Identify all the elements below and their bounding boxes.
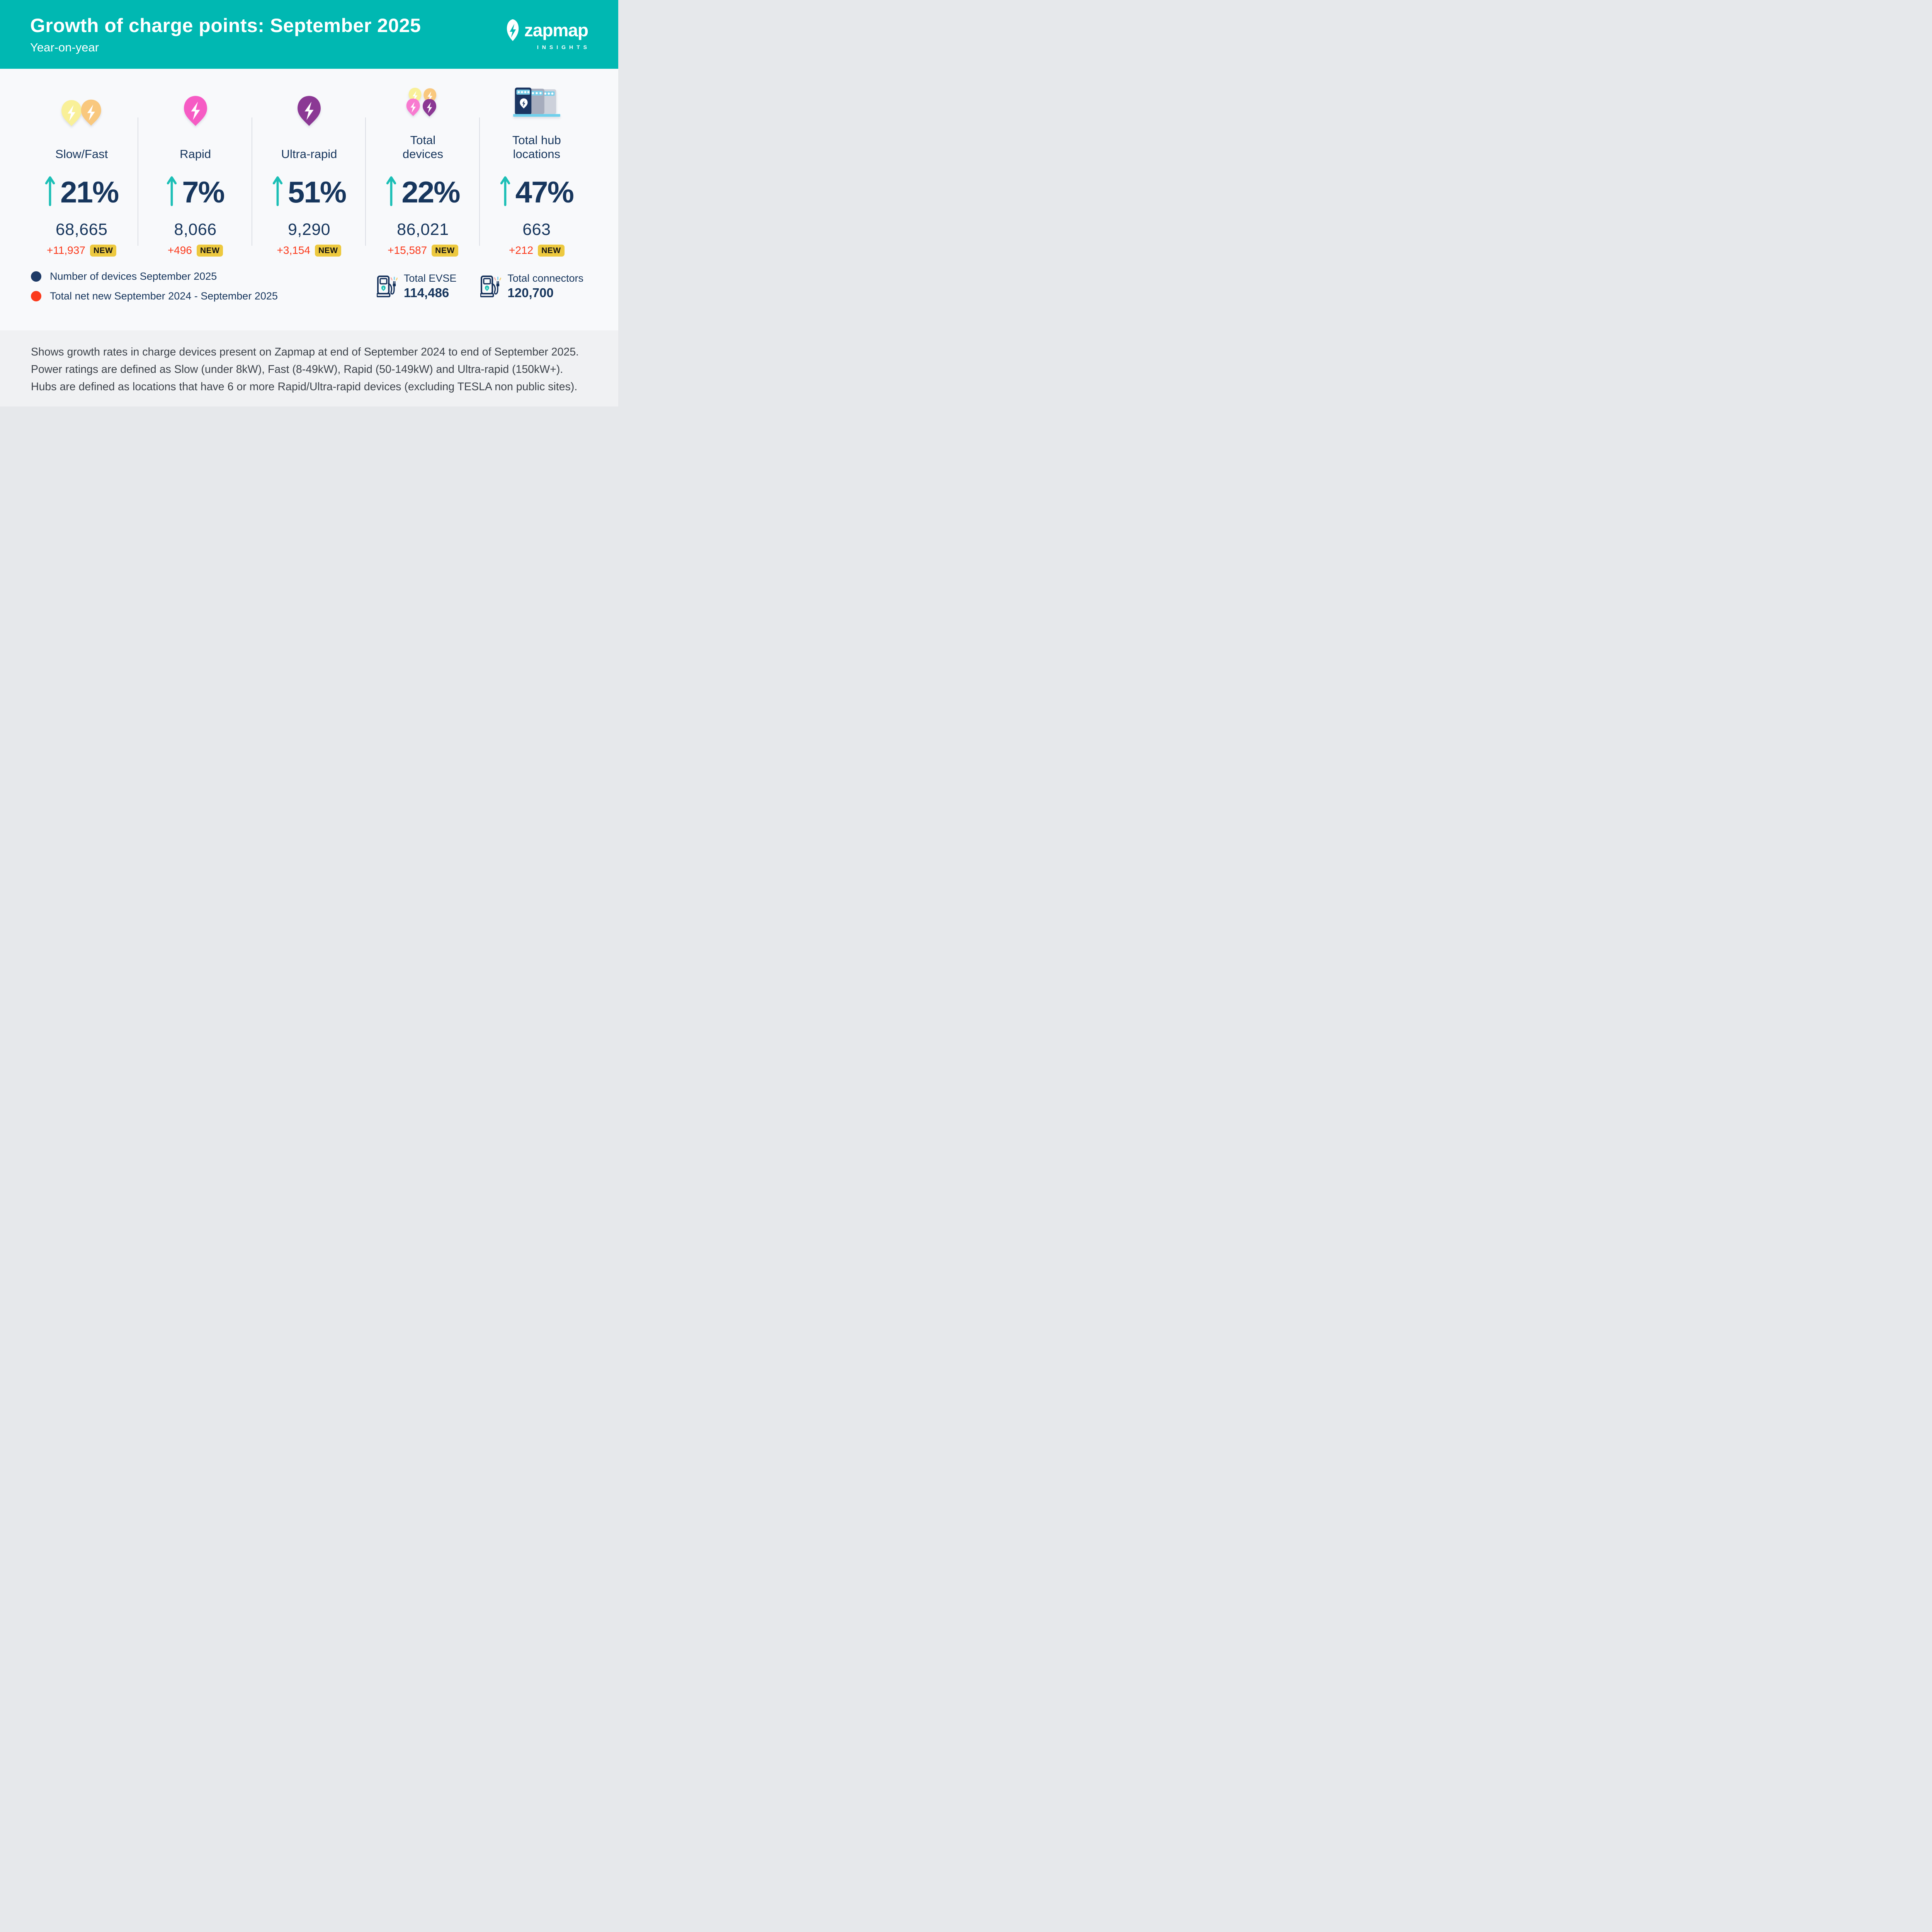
zapmap-growth-infographic: Growth of charge points: September 2025 … xyxy=(0,0,618,406)
devices-count: 86,021 xyxy=(397,220,449,239)
growth-percent: 7% xyxy=(182,175,225,209)
stats-columns: Slow/Fast 21% 68,665 +11,937 NEW xyxy=(25,69,594,257)
total-evse-text: Total EVSE 114,486 xyxy=(404,272,457,300)
up-arrow-icon xyxy=(167,176,177,206)
growth-percent: 21% xyxy=(60,175,119,209)
up-arrow-icon xyxy=(500,176,510,206)
net-new-value: +3,154 xyxy=(277,244,310,256)
growth-percent: 47% xyxy=(515,175,574,209)
growth-percent: 22% xyxy=(401,175,460,209)
legend-totals-section: Number of devices September 2025 Total n… xyxy=(31,270,587,302)
total-connectors-text: Total connectors 120,700 xyxy=(507,272,583,300)
total-evse: Total EVSE 114,486 xyxy=(376,272,457,300)
column-label: Total hub locations xyxy=(512,133,561,161)
brand-row: zapmap xyxy=(505,19,588,41)
growth-row: 7% xyxy=(167,172,225,209)
column-label: Slow/Fast xyxy=(55,147,108,161)
charging-hub-icon xyxy=(513,87,560,127)
slow-fast-pins-icon xyxy=(60,89,103,127)
rapid-pin-icon xyxy=(182,89,209,127)
total-value: 114,486 xyxy=(403,286,449,300)
legend-item-net-new: Total net new September 2024 - September… xyxy=(31,290,278,302)
column-label: Total devices xyxy=(402,133,443,161)
column-ultra-rapid: Ultra-rapid 51% 9,290 +3,154 NEW xyxy=(252,89,366,257)
page-title: Growth of charge points: September 2025 xyxy=(30,15,421,36)
column-rapid: Rapid 7% 8,066 +496 NEW xyxy=(138,89,253,257)
devices-count: 9,290 xyxy=(287,220,331,239)
devices-count: 68,665 xyxy=(55,220,108,239)
up-arrow-icon xyxy=(45,176,55,206)
total-value: 120,700 xyxy=(507,286,554,300)
new-badge: NEW xyxy=(315,244,342,257)
net-new-value: +496 xyxy=(167,244,192,256)
footnotes: Shows growth rates in charge devices pre… xyxy=(0,330,618,406)
net-new-value: +11,937 xyxy=(46,244,85,256)
device-pins-cluster-icon xyxy=(402,88,444,127)
footnote-line: Power ratings are defined as Slow (under… xyxy=(31,363,563,376)
legend-label: Total net new September 2024 - September… xyxy=(50,290,278,302)
total-label: Total connectors xyxy=(507,272,583,284)
column-slow-fast: Slow/Fast 21% 68,665 +11,937 NEW xyxy=(25,89,139,257)
page-subtitle: Year-on-year xyxy=(30,41,99,54)
totals: Total EVSE 114,486 xyxy=(376,272,583,300)
devices-count: 8,066 xyxy=(174,220,217,239)
ev-charger-icon xyxy=(376,276,398,298)
column-label: Ultra-rapid xyxy=(281,147,337,161)
footnote-line: Hubs are defined as locations that have … xyxy=(31,381,578,393)
new-badge: NEW xyxy=(432,244,458,257)
net-new-value: +15,587 xyxy=(388,244,427,256)
ultra-rapid-pin-icon xyxy=(296,89,322,127)
header-text: Growth of charge points: September 2025 … xyxy=(30,14,421,54)
brand-tagline: INSIGHTS xyxy=(537,44,590,50)
devices-count: 663 xyxy=(522,220,551,239)
net-new-value: +212 xyxy=(509,244,534,256)
column-total-hub-locations: Total hub locations 47% 663 +212 NEW xyxy=(480,87,594,257)
net-new-row: +15,587 NEW xyxy=(388,244,458,257)
up-arrow-icon xyxy=(386,176,396,206)
total-connectors: Total connectors 120,700 xyxy=(480,272,583,300)
main-content: Slow/Fast 21% 68,665 +11,937 NEW xyxy=(0,69,618,330)
growth-row: 47% xyxy=(500,172,574,209)
growth-percent: 51% xyxy=(287,175,347,209)
up-arrow-icon xyxy=(272,176,283,206)
legend: Number of devices September 2025 Total n… xyxy=(31,270,278,302)
navy-dot-icon xyxy=(31,271,41,282)
growth-row: 22% xyxy=(386,172,460,209)
new-badge: NEW xyxy=(90,244,117,257)
total-label: Total EVSE xyxy=(403,272,457,284)
net-new-row: +496 NEW xyxy=(168,244,223,257)
red-dot-icon xyxy=(31,291,41,301)
new-badge: NEW xyxy=(538,244,565,257)
column-total-devices: Total devices 22% 86,021 +15,587 NEW xyxy=(366,88,480,257)
net-new-row: +11,937 NEW xyxy=(46,244,117,257)
growth-row: 21% xyxy=(45,172,119,209)
header: Growth of charge points: September 2025 … xyxy=(0,0,618,69)
column-label: Rapid xyxy=(180,147,211,161)
ev-charger-icon xyxy=(480,276,502,298)
footnote-line: Shows growth rates in charge devices pre… xyxy=(31,346,579,358)
new-badge: NEW xyxy=(196,244,223,257)
brand-name: zapmap xyxy=(524,20,588,40)
legend-label: Number of devices September 2025 xyxy=(50,270,217,282)
brand-logo: zapmap INSIGHTS xyxy=(505,19,588,50)
net-new-row: +3,154 NEW xyxy=(277,244,342,257)
legend-item-devices: Number of devices September 2025 xyxy=(31,270,278,282)
growth-row: 51% xyxy=(272,172,347,209)
zapmap-bolt-icon xyxy=(507,19,519,41)
net-new-row: +212 NEW xyxy=(509,244,565,257)
